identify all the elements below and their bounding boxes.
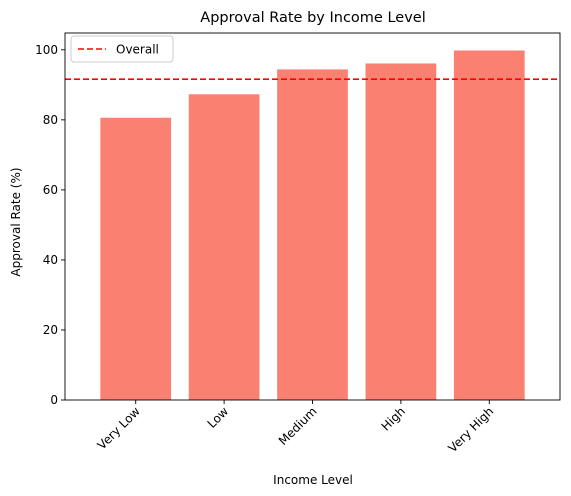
chart-title: Approval Rate by Income Level (200, 10, 425, 26)
legend: Overall (70, 35, 174, 63)
legend-frame (70, 35, 174, 63)
bar-low (188, 94, 260, 401)
y-tick-label-40: 40 (43, 253, 58, 267)
y-tick-label-0: 0 (50, 393, 58, 407)
x-tick-label-very-low: Very Low (95, 404, 143, 452)
x-tick-label-very-high: Very High (445, 404, 496, 455)
bar-very-low (100, 117, 172, 400)
y-axis-label: Approval Rate (%) (9, 167, 23, 276)
bar-high (365, 63, 437, 400)
x-tick-label-low: Low (205, 404, 232, 431)
bar-very-high (453, 50, 525, 400)
y-tick-label-20: 20 (43, 323, 58, 337)
y-tick-label-80: 80 (43, 113, 58, 127)
y-tick-label-100: 100 (35, 43, 58, 57)
bar-medium (277, 69, 348, 400)
x-tick-label-medium: Medium (276, 404, 320, 448)
x-axis-label: Income Level (273, 473, 353, 487)
y-tick-label-60: 60 (43, 183, 58, 197)
plot-area: 0 20 40 60 80 100 Very Low Low Medium High Very Hi… (35, 32, 561, 455)
x-tick-label-high: High (379, 404, 408, 433)
legend-overall-label: Overall (116, 43, 159, 57)
